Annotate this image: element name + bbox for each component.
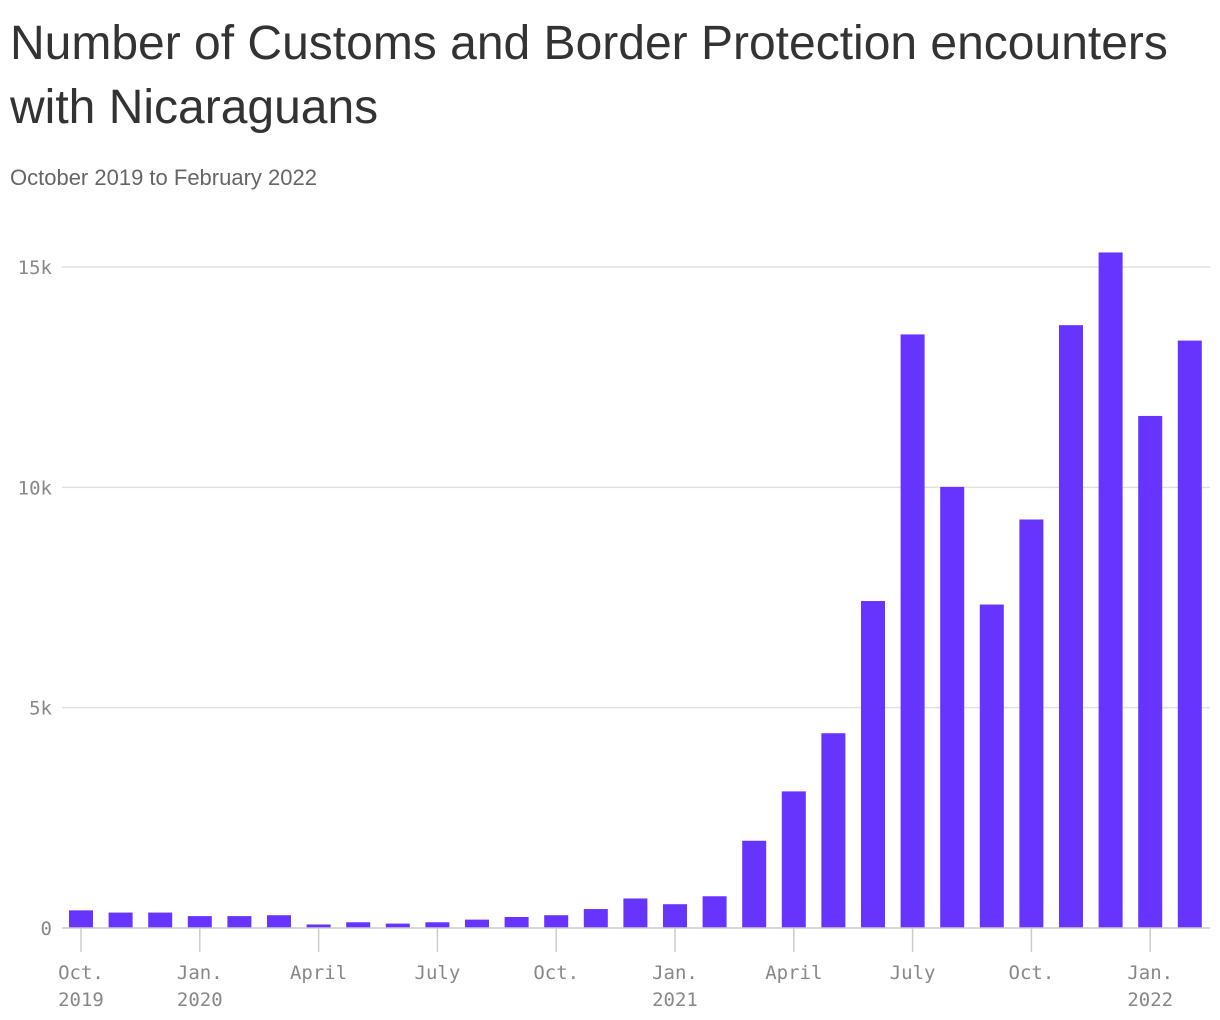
y-tick-label: 15k: [18, 257, 53, 279]
x-tick-label: July: [890, 962, 936, 984]
bar: [663, 904, 687, 928]
bar: [69, 910, 93, 928]
x-tick-label: Jan.: [652, 962, 698, 984]
bar: [1098, 252, 1123, 928]
x-tick-year-label: 2022: [1127, 989, 1173, 1011]
bar: [900, 334, 925, 928]
bar: [940, 486, 965, 928]
bar: [267, 915, 291, 928]
bar: [227, 916, 252, 928]
chart-title: Number of Customs and Border Protection …: [10, 17, 1168, 134]
bar: [306, 924, 331, 928]
x-tick-year-label: 2020: [177, 989, 223, 1011]
bar: [425, 922, 450, 928]
bar: [979, 604, 1004, 928]
chart-subtitle: October 2019 to February 2022: [10, 165, 317, 190]
x-tick-label: July: [415, 962, 461, 984]
x-tick-year-label: 2019: [58, 989, 104, 1011]
bar: [1059, 325, 1083, 929]
bar: [504, 916, 529, 928]
bar: [385, 923, 410, 928]
y-tick-label: 0: [41, 918, 52, 940]
y-tick-label: 10k: [18, 477, 53, 499]
bar: [1019, 519, 1044, 928]
bar: [108, 912, 133, 928]
bar: [148, 912, 173, 928]
x-tick-label: Jan.: [1127, 962, 1173, 984]
bar: [623, 898, 648, 928]
x-tick-label: Oct.: [533, 962, 579, 984]
bar: [346, 922, 371, 928]
x-tick-label: April: [765, 962, 822, 984]
bar: [742, 840, 767, 928]
bar: [821, 733, 846, 928]
bar: [861, 601, 885, 928]
bar: [187, 916, 212, 928]
bar: [465, 919, 489, 928]
bar: [544, 915, 569, 928]
bar: [702, 896, 727, 928]
bar: [583, 909, 608, 928]
x-tick-label: Oct.: [1009, 962, 1055, 984]
y-tick-label: 5k: [29, 698, 52, 720]
bar: [781, 791, 806, 928]
x-tick-label: April: [290, 962, 347, 984]
x-tick-label: Oct.: [58, 962, 104, 984]
bar: [1138, 415, 1163, 929]
bar: [1177, 340, 1202, 929]
x-tick-year-label: 2021: [652, 989, 698, 1011]
x-tick-label: Jan.: [177, 962, 223, 984]
